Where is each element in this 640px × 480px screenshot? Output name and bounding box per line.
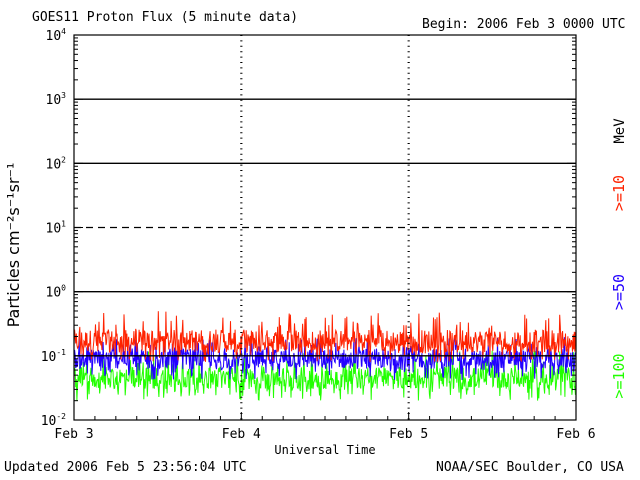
legend-item-1: >=10 [610, 175, 628, 211]
x-tick-label-1: Feb 4 [222, 427, 261, 442]
series-line-2 [73, 336, 577, 381]
x-axis-label: Universal Time [274, 443, 375, 457]
plot-frame [73, 34, 577, 421]
updated-timestamp: Updated 2006 Feb 5 23:56:04 UTC [4, 460, 247, 475]
y-tick-label-0: 10-2 [41, 412, 66, 429]
y-tick-label-6: 104 [46, 27, 67, 44]
chart-title: GOES11 Proton Flux (5 minute data) [32, 10, 299, 25]
series-line-3 [73, 350, 577, 401]
y-tick-label-1: 10-1 [41, 348, 66, 365]
y-tick-label-3: 101 [46, 220, 67, 237]
begin-time-label: Begin: 2006 Feb 3 0000 UTC [422, 17, 626, 32]
legend-units: MeV [612, 118, 628, 144]
y-tick-label-5: 103 [46, 91, 67, 108]
credit-label: NOAA/SEC Boulder, CO USA [436, 460, 624, 475]
x-tick-label-0: Feb 3 [54, 427, 93, 442]
legend-item-3: >=100 [610, 353, 628, 398]
y-tick-label-4: 102 [46, 155, 67, 172]
y-axis-label: Particles cm⁻²s⁻¹sr⁻¹ [4, 163, 23, 328]
x-tick-label-2: Feb 5 [389, 427, 428, 442]
y-tick-label-2: 100 [46, 284, 67, 301]
x-tick-label-3: Feb 6 [556, 427, 595, 442]
legend-item-2: >=50 [610, 274, 628, 310]
series-line-1 [73, 311, 577, 363]
